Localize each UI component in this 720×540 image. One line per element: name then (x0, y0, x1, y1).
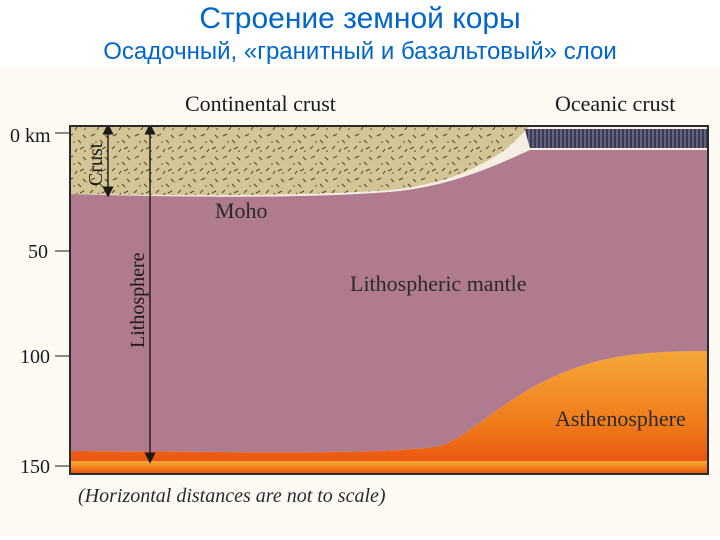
layer-asthenosphere-bottom-edge (70, 461, 708, 474)
label-continental-crust: Continental crust (185, 91, 336, 116)
page-subtitle: Осадочный, «гранитный и базальтовый» сло… (0, 38, 720, 66)
footnote-scale: (Horizontal distances are not to scale) (78, 485, 386, 507)
axis-tick-100: 100 (20, 346, 50, 368)
label-crust-axis: Crust (85, 142, 107, 186)
label-lithosphere-axis: Lithosphere (127, 252, 149, 348)
axis-tick-50: 50 (28, 241, 48, 263)
axis-tick-150: 150 (20, 456, 50, 478)
label-lithospheric-mantle: Lithospheric mantle (350, 271, 527, 296)
label-moho: Moho (215, 198, 268, 223)
label-oceanic-crust: Oceanic crust (555, 91, 675, 116)
layer-oceanic-crust (525, 129, 708, 148)
page-title: Строение земной коры (0, 2, 720, 36)
label-asthenosphere: Asthenosphere (555, 406, 686, 431)
crust-diagram: Continental crust Oceanic crust 0 km 50 … (0, 66, 720, 536)
axis-tick-0: 0 km (10, 125, 51, 147)
